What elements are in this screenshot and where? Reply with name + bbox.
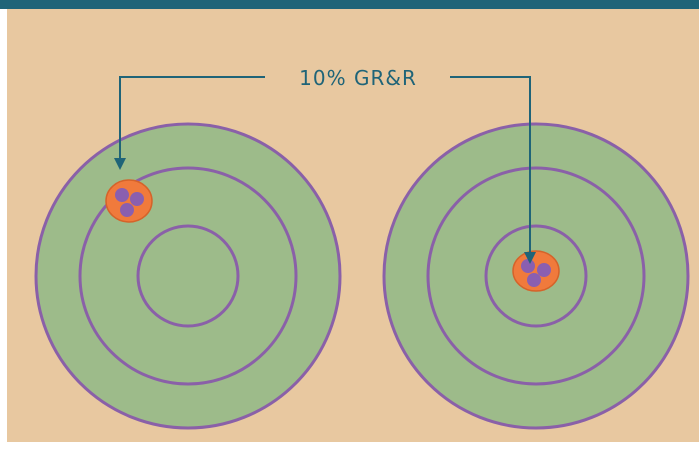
cluster-right-dot <box>527 273 541 287</box>
target-left-inner-ring <box>136 224 240 328</box>
connector-left <box>114 76 265 170</box>
target-left-middle-ring <box>78 166 298 386</box>
cluster-left-dot <box>120 203 134 217</box>
arrow-head-right <box>524 252 536 264</box>
target-left-outer-ring <box>34 122 342 430</box>
connector-right <box>450 76 536 264</box>
top-bar <box>0 0 699 9</box>
cluster-right <box>512 250 560 292</box>
arrow-head-left <box>114 158 126 170</box>
cluster-left-dot <box>115 188 129 202</box>
target-right-middle-ring <box>426 166 646 386</box>
cluster-left <box>105 179 153 223</box>
connector-left-line <box>119 76 265 160</box>
cluster-left-dot <box>130 192 144 206</box>
cluster-right-dot <box>521 259 535 273</box>
grr-label: 10% GR&R <box>299 66 417 90</box>
connector-right-line <box>450 76 531 254</box>
target-left <box>34 122 342 430</box>
target-right-inner-ring <box>484 224 588 328</box>
cluster-right-dot <box>537 263 551 277</box>
